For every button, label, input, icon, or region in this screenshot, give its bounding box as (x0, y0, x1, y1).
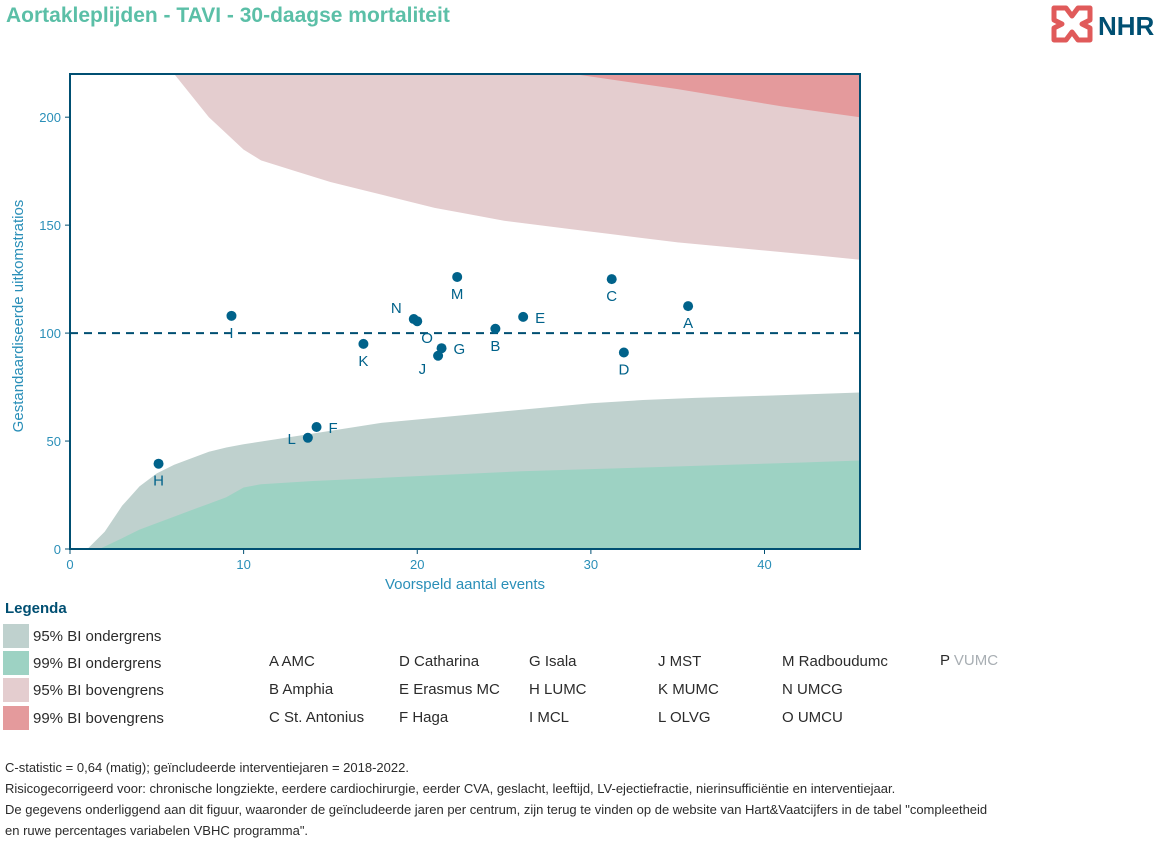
data-point-label: N (391, 300, 402, 317)
data-point-label: G (454, 341, 466, 358)
data-point-label: C (606, 288, 617, 305)
x-tick-label: 10 (236, 557, 250, 572)
data-point-o (412, 316, 423, 327)
data-point-e (518, 311, 529, 322)
x-axis-ticks: 0 10 20 30 40 (66, 549, 772, 572)
centre-entry: J MST (658, 653, 702, 670)
y-tick-label: 50 (47, 434, 61, 449)
legend-label: 95% BI ondergrens (33, 627, 162, 645)
data-point-a (683, 301, 694, 312)
data-point-label: J (419, 361, 427, 378)
y-tick-label: 150 (39, 218, 61, 233)
centre-entry: P VUMC (940, 652, 999, 669)
data-point-j (433, 350, 444, 361)
centre-entry: K MUMC (658, 681, 719, 698)
data-point-l (302, 432, 313, 443)
y-tick-label: 200 (39, 110, 61, 125)
x-tick-label: 30 (584, 557, 598, 572)
centre-entry: O UMCU (782, 709, 843, 726)
legend-item-lower99: 99% BI ondergrens (3, 651, 161, 675)
footnote-data-source: De gegevens onderliggend aan dit figuur,… (5, 802, 988, 817)
data-point-label: M (451, 286, 464, 303)
data-point-label: I (229, 325, 233, 342)
centre-entry: E Erasmus MC (399, 681, 500, 698)
data-point-label: K (358, 353, 368, 370)
data-point-label: L (288, 431, 296, 448)
centre-entry: N UMCG (782, 681, 843, 698)
footnote-cstatistic: C-statistic = 0,64 (matig); geïncludeerd… (5, 760, 409, 775)
centre-entry: H LUMC (529, 681, 587, 698)
data-point-k (358, 338, 369, 349)
x-tick-label: 40 (757, 557, 771, 572)
data-point-i (226, 310, 237, 321)
plot-frame (69, 73, 861, 550)
nhr-logo: NHR (1051, 5, 1155, 43)
data-point-label: H (153, 473, 164, 490)
data-points: A B C D E F G H I J K L M N O (153, 271, 694, 490)
data-point-label: E (535, 310, 545, 327)
data-point-label: D (618, 362, 629, 379)
legend-item-upper95: 95% BI bovengrens (3, 678, 164, 702)
data-point-label: F (329, 420, 338, 437)
band-lower-99 (99, 460, 860, 549)
centre-entry: I MCL (529, 709, 570, 726)
data-point-label: O (421, 330, 433, 347)
centre-entry: G Isala (529, 653, 577, 670)
band-upper-99 (573, 74, 860, 118)
band-upper-95 (174, 74, 860, 260)
data-point-b (490, 323, 501, 334)
y-tick-label: 0 (54, 542, 61, 557)
legend-swatch (3, 651, 29, 675)
legend-label: 99% BI bovengrens (33, 709, 164, 727)
confidence-bands (87, 74, 860, 549)
data-point-label: B (490, 338, 500, 355)
data-point-f (311, 422, 322, 433)
data-point-h (153, 458, 164, 469)
nhr-knot-logo-icon (1051, 5, 1093, 43)
page-title: Aortakleplijden - TAVI - 30-daagse morta… (6, 4, 450, 27)
centre-entry: L OLVG (658, 709, 711, 726)
data-point-g (436, 343, 447, 354)
x-axis-label: Voorspeld aantal events (385, 576, 545, 593)
legend-swatch (3, 624, 29, 648)
legend-swatch (3, 678, 29, 702)
centre-entry: C St. Antonius (269, 709, 365, 726)
legend-item-upper99: 99% BI bovengrens (3, 706, 164, 730)
y-axis-label: Gestandaardiseerde uitkomstratios (10, 200, 27, 433)
centre-entry: B Amphia (269, 681, 334, 698)
legend-label: 99% BI ondergrens (33, 654, 162, 672)
nhr-logo-text: NHR (1098, 11, 1155, 41)
legend-swatch (3, 706, 29, 730)
centre-entry: A AMC (269, 653, 315, 670)
centre-entry: M Radboudumc (782, 653, 888, 670)
legend-label: 95% BI bovengrens (33, 681, 164, 699)
data-point-label: A (683, 315, 693, 332)
data-point-d (618, 347, 629, 358)
footnote-risk-adjustment: Risicogecorrigeerd voor: chronische long… (5, 781, 896, 796)
y-tick-label: 100 (39, 326, 61, 341)
x-tick-label: 20 (410, 557, 424, 572)
data-point-m (452, 271, 463, 282)
data-point-c (606, 274, 617, 285)
x-tick-label: 0 (66, 557, 73, 572)
footnote-data-source-cont: en ruwe percentages variabelen VBHC prog… (5, 823, 309, 838)
y-axis-ticks: 0 50 100 150 200 (39, 110, 70, 557)
funnel-chart: A B C D E F G H I J K L M N O 0 10 20 30 40 0 50 100 150 200 V… (10, 73, 861, 593)
centre-entry: F Haga (399, 709, 449, 726)
legend-item-lower95: 95% BI ondergrens (3, 624, 161, 648)
legend-title: Legenda (5, 600, 67, 617)
centre-entry: D Catharina (399, 653, 480, 670)
